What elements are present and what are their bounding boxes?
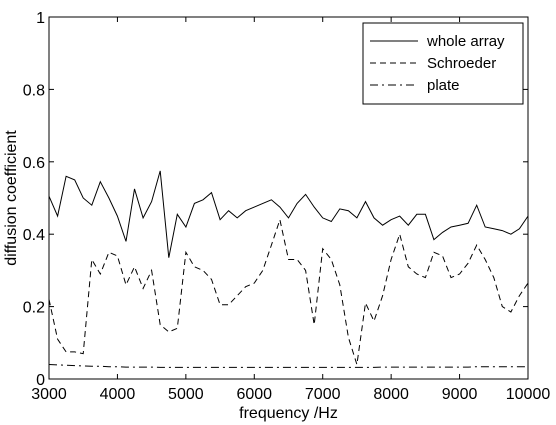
tick-labels: 3000 4000 5000 6000 7000 8000 9000 10000 0 0.2 0.4… bbox=[23, 10, 551, 403]
x-tick-label: 3000 bbox=[31, 386, 67, 403]
axis-ticks bbox=[48, 16, 529, 380]
legend-label: plate bbox=[427, 77, 460, 94]
y-tick-label: 0.6 bbox=[23, 155, 45, 172]
x-tick-label: 4000 bbox=[100, 386, 136, 403]
y-tick-label: 0.2 bbox=[23, 300, 45, 317]
x-tick-label: 9000 bbox=[442, 386, 478, 403]
series-lines bbox=[48, 170, 529, 368]
legend: whole array Schroeder plate bbox=[362, 22, 524, 105]
y-tick-label: 1 bbox=[36, 10, 45, 27]
x-tick-label: 8000 bbox=[373, 386, 409, 403]
series-line-whole-array bbox=[48, 170, 529, 258]
series-line-schroeder bbox=[48, 217, 529, 365]
legend-label: Schroeder bbox=[427, 55, 496, 72]
y-tick-label: 0.8 bbox=[23, 82, 45, 99]
legend-box bbox=[362, 22, 524, 105]
y-tick-label: 0 bbox=[36, 372, 45, 389]
y-tick-label: 0.4 bbox=[23, 227, 45, 244]
x-axis-label: frequency /Hz bbox=[239, 405, 338, 422]
x-tick-label: 10000 bbox=[506, 386, 551, 403]
legend-label: whole array bbox=[426, 33, 505, 50]
x-tick-label: 6000 bbox=[236, 386, 272, 403]
x-tick-label: 5000 bbox=[168, 386, 204, 403]
series-line-plate bbox=[48, 364, 528, 368]
x-tick-label: 7000 bbox=[305, 386, 341, 403]
y-axis-label: diffusion coefficient bbox=[3, 130, 20, 266]
